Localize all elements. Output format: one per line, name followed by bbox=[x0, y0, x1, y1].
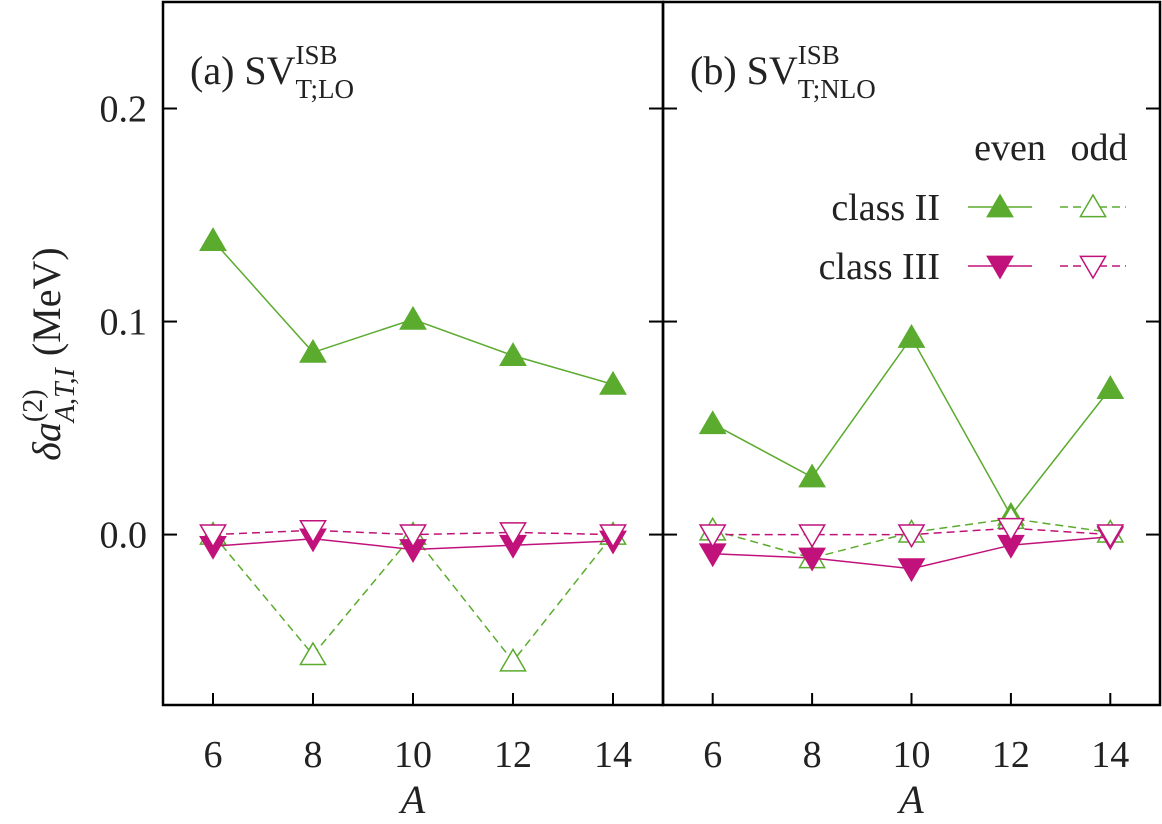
title-sub: T;NLO bbox=[798, 74, 876, 104]
marker bbox=[897, 558, 926, 583]
y-axis-label-group: δa(2)A,T,I (MeV) bbox=[18, 247, 81, 460]
plot-frame bbox=[161, 0, 665, 707]
y-label-sup: (2) bbox=[18, 389, 49, 422]
x-tick-label: 12 bbox=[494, 734, 532, 776]
marker bbox=[599, 524, 627, 549]
marker bbox=[1096, 375, 1125, 399]
x-tick-label: 6 bbox=[703, 734, 722, 776]
y-tick-label: 0.1 bbox=[100, 302, 148, 344]
x-tick-label: 8 bbox=[304, 734, 323, 776]
marker bbox=[897, 524, 926, 549]
marker bbox=[499, 522, 527, 546]
title-text: (b) SV bbox=[690, 48, 798, 93]
panel-title: (b) SVISB T;NLO bbox=[690, 40, 876, 104]
y-tick-label: 0.0 bbox=[100, 515, 148, 557]
marker bbox=[499, 647, 527, 672]
y-label-sub: A,T,I bbox=[50, 366, 81, 424]
marker bbox=[499, 342, 527, 366]
y-tick-label: 0.2 bbox=[100, 89, 148, 131]
legend-marker bbox=[986, 193, 1014, 218]
y-axis-label: δa(2)A,T,I (MeV) bbox=[18, 247, 81, 460]
legend-header: odd bbox=[1071, 127, 1128, 169]
series-line bbox=[712, 336, 1111, 517]
title-text: (a) SV bbox=[190, 48, 296, 93]
x-axis-label: A bbox=[398, 777, 426, 822]
x-tick-label: 14 bbox=[594, 734, 632, 776]
legend-header: even bbox=[974, 127, 1046, 169]
x-tick-label: 12 bbox=[992, 734, 1030, 776]
legend-label: class III bbox=[819, 246, 940, 288]
marker bbox=[996, 517, 1025, 542]
title-sup: ISB bbox=[296, 40, 338, 70]
x-axis-label: A bbox=[896, 777, 924, 822]
y-label-unit: (MeV) bbox=[24, 247, 69, 356]
marker bbox=[199, 227, 227, 251]
x-tick-label: 14 bbox=[1091, 734, 1129, 776]
x-tick-label: 10 bbox=[394, 734, 432, 776]
marker bbox=[798, 547, 827, 572]
legend-label: class II bbox=[831, 187, 940, 229]
marker bbox=[299, 338, 327, 363]
legend-marker bbox=[986, 255, 1014, 280]
marker bbox=[599, 370, 627, 395]
x-tick-label: 10 bbox=[893, 734, 931, 776]
x-tick-label: 8 bbox=[803, 734, 822, 776]
marker bbox=[299, 641, 327, 666]
panel-title: (a) SVISB T;LO bbox=[190, 40, 354, 104]
marker bbox=[798, 463, 827, 488]
x-tick-label: 6 bbox=[204, 734, 223, 776]
y-label-symbol: δa bbox=[24, 422, 69, 461]
marker bbox=[798, 524, 827, 549]
plot-frame bbox=[661, 0, 1162, 707]
legend-marker bbox=[1079, 255, 1107, 280]
marker bbox=[698, 524, 727, 549]
marker bbox=[897, 324, 926, 348]
marker bbox=[399, 305, 427, 330]
legend-marker bbox=[1079, 193, 1107, 218]
marker bbox=[698, 410, 727, 435]
marker bbox=[399, 524, 427, 549]
marker bbox=[199, 524, 227, 549]
title-sup: ISB bbox=[798, 40, 840, 70]
marker bbox=[299, 519, 327, 544]
series-line bbox=[712, 517, 1111, 559]
marker bbox=[1096, 524, 1125, 549]
title-sub: T;LO bbox=[296, 74, 355, 104]
